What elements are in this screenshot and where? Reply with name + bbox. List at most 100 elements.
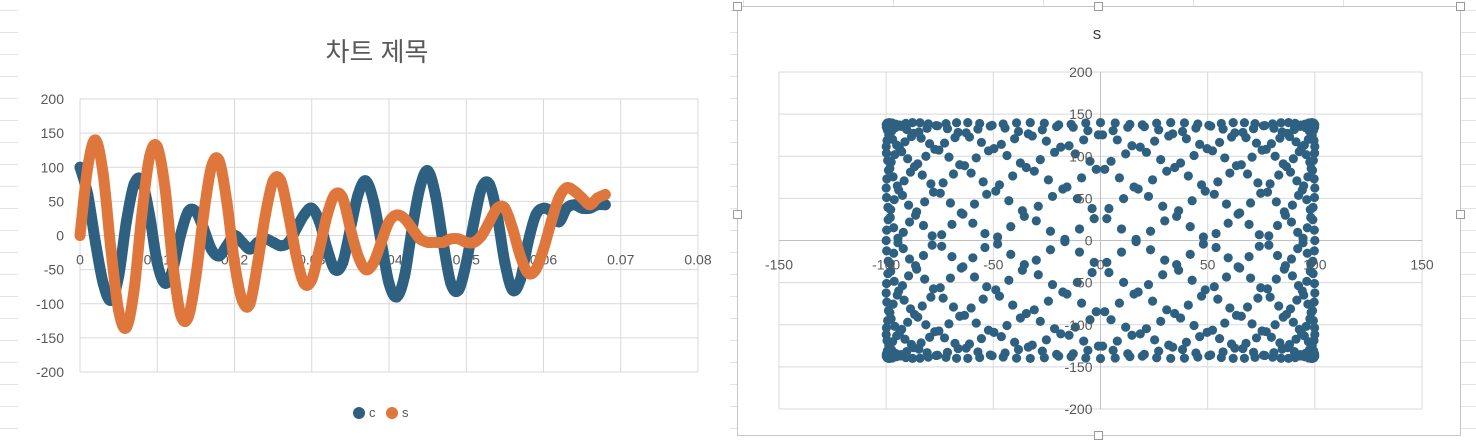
series-s-point[interactable] xyxy=(1143,191,1154,202)
series-s-point[interactable] xyxy=(963,353,973,363)
series-s-point[interactable] xyxy=(1158,270,1168,280)
series-s-point[interactable] xyxy=(1268,352,1278,362)
series-s-point[interactable] xyxy=(1239,118,1250,128)
series-s-point[interactable] xyxy=(1085,156,1095,166)
series-s-point[interactable] xyxy=(1286,254,1297,264)
series-s-point[interactable] xyxy=(1093,341,1103,351)
series-s-point[interactable] xyxy=(1289,346,1299,357)
series-s-point[interactable] xyxy=(971,153,981,163)
series-s-point[interactable] xyxy=(1196,180,1207,190)
series-s-point[interactable] xyxy=(422,236,434,248)
series-s-point[interactable] xyxy=(576,192,588,204)
series-s-point[interactable] xyxy=(313,243,325,255)
series-s-point[interactable] xyxy=(885,163,895,173)
series-s-point[interactable] xyxy=(1244,219,1254,229)
series-s-point[interactable] xyxy=(1270,320,1280,330)
series-s-point[interactable] xyxy=(881,192,892,203)
legend[interactable]: c s xyxy=(353,405,409,420)
series-s-point[interactable] xyxy=(1264,240,1274,250)
series-s-point[interactable] xyxy=(1119,277,1129,288)
series-s-point[interactable] xyxy=(989,143,999,154)
series-s-point[interactable] xyxy=(1079,135,1089,145)
series-s-point[interactable] xyxy=(1302,223,1312,233)
series-s-point[interactable] xyxy=(881,183,891,193)
series-s-point[interactable] xyxy=(934,326,944,336)
series-s-point[interactable] xyxy=(969,272,980,282)
series-c-point[interactable] xyxy=(352,189,364,201)
series-s-point[interactable] xyxy=(939,333,950,343)
series-s-point[interactable] xyxy=(1154,125,1164,135)
series-s-point[interactable] xyxy=(1235,263,1245,273)
series-s-point[interactable] xyxy=(998,352,1008,362)
series-s-point[interactable] xyxy=(1183,300,1193,310)
series-s-point[interactable] xyxy=(1256,283,1266,293)
series-s-point[interactable] xyxy=(899,295,909,305)
series-s-point[interactable] xyxy=(136,209,148,221)
series-s-point[interactable] xyxy=(1242,302,1253,312)
series-s-point[interactable] xyxy=(889,195,899,205)
series-s-point[interactable] xyxy=(921,151,931,161)
series-s-point[interactable] xyxy=(259,209,271,221)
series-s-point[interactable] xyxy=(1008,171,1018,181)
series-s-point[interactable] xyxy=(406,223,418,235)
series-s-point[interactable] xyxy=(1137,351,1147,361)
series-s-point[interactable] xyxy=(1265,292,1275,302)
series-s-point[interactable] xyxy=(1116,224,1127,234)
series-s-point[interactable] xyxy=(900,334,910,344)
series-s-point[interactable] xyxy=(1072,277,1082,288)
series-s-point[interactable] xyxy=(903,317,913,327)
series-s-point[interactable] xyxy=(1025,353,1035,364)
series-s-point[interactable] xyxy=(948,302,959,312)
series-s-point[interactable] xyxy=(1250,119,1260,129)
series-s-point[interactable] xyxy=(881,278,892,289)
series-s-point[interactable] xyxy=(975,118,985,129)
series-s-point[interactable] xyxy=(190,270,202,282)
series-s-point[interactable] xyxy=(983,325,994,335)
series-s-point[interactable] xyxy=(499,202,511,214)
series-s-point[interactable] xyxy=(1262,284,1273,294)
series-s-point[interactable] xyxy=(1052,349,1062,359)
series-s-point[interactable] xyxy=(1302,195,1312,205)
series-s-point[interactable] xyxy=(445,233,457,245)
series-s-point[interactable] xyxy=(1251,333,1262,343)
series-s-point[interactable] xyxy=(1058,184,1068,194)
series-s-point[interactable] xyxy=(1225,168,1235,178)
series-s-point[interactable] xyxy=(1297,286,1307,296)
series-s-point[interactable] xyxy=(1271,197,1281,207)
series-s-point[interactable] xyxy=(398,212,410,224)
series-s-point[interactable] xyxy=(947,219,957,229)
series-s-point[interactable] xyxy=(932,121,943,131)
series-s-point[interactable] xyxy=(1226,132,1237,142)
series-s-point[interactable] xyxy=(1294,324,1304,335)
series-s-point[interactable] xyxy=(1008,300,1018,310)
series-s-point[interactable] xyxy=(881,148,892,158)
series-s-point[interactable] xyxy=(1306,308,1316,318)
series-s-point[interactable] xyxy=(1081,353,1091,363)
series-c-line[interactable] xyxy=(74,161,611,306)
series-s-point[interactable] xyxy=(904,254,915,264)
series-s-point[interactable] xyxy=(1047,191,1058,202)
series-s-point[interactable] xyxy=(1247,319,1257,329)
series-s-point[interactable] xyxy=(1083,126,1093,136)
series-s-point[interactable] xyxy=(966,168,976,178)
series-s-point[interactable] xyxy=(1189,150,1199,161)
series-s-point[interactable] xyxy=(963,118,973,128)
series-s-point[interactable] xyxy=(568,185,580,197)
series-c-point[interactable] xyxy=(368,195,380,207)
series-s-point[interactable] xyxy=(944,152,954,162)
series-s-point[interactable] xyxy=(1282,343,1293,353)
series-s-point[interactable] xyxy=(894,286,904,296)
series-s-point[interactable] xyxy=(948,169,959,179)
series-s-point[interactable] xyxy=(973,347,983,357)
resize-handle-right[interactable] xyxy=(1456,210,1465,219)
series-s-point[interactable] xyxy=(881,141,891,152)
series-s-point[interactable] xyxy=(985,350,995,360)
series-s-point[interactable] xyxy=(913,159,923,169)
series-s-point[interactable] xyxy=(959,310,970,320)
series-s-point[interactable] xyxy=(1261,327,1271,337)
series-s-point[interactable] xyxy=(976,137,987,148)
series-s-point[interactable] xyxy=(1293,190,1304,200)
series-s-point[interactable] xyxy=(1220,318,1230,328)
series-s-point[interactable] xyxy=(909,309,920,320)
series-s-point[interactable] xyxy=(886,314,896,324)
